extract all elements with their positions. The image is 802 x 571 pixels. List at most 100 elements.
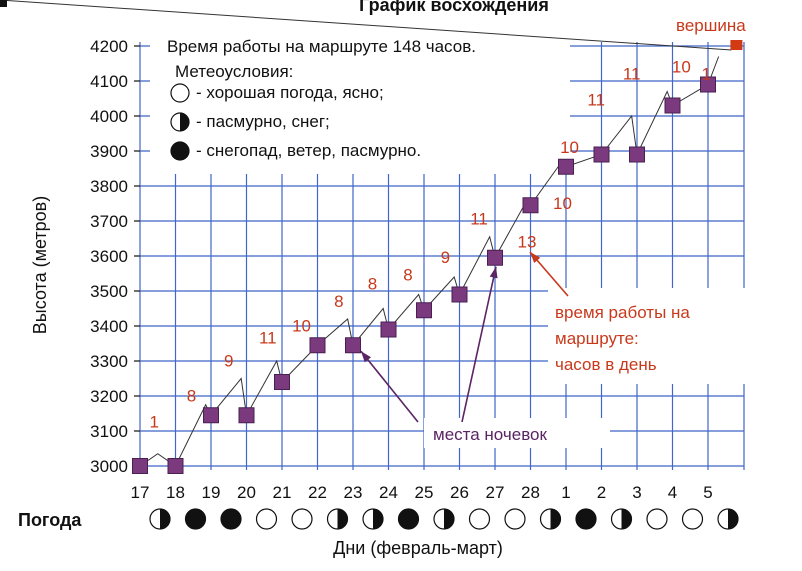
weather-symbols: [149, 508, 739, 530]
weather-day-empty: [255, 508, 278, 530]
y-axis-title: Высота (метров): [30, 196, 50, 334]
summit-label: вершина: [676, 16, 746, 35]
hours-note-line-2: маршруте:: [555, 329, 639, 348]
x-tick-label: 17: [131, 483, 150, 502]
y-tick-label: 3100: [90, 422, 128, 441]
x-tick-label: 27: [486, 483, 505, 502]
y-tick-label: 4000: [90, 107, 128, 126]
camps-arrow-2: [461, 266, 498, 423]
weather-day-half: [433, 508, 455, 530]
legend-item-label: - хорошая погода, ясно;: [196, 83, 384, 102]
hours-label: 8: [334, 292, 343, 311]
annotation-arrows: [360, 251, 569, 423]
weather-day-empty: [681, 508, 704, 530]
x-tick-label: 19: [202, 483, 221, 502]
weather-day-half: [362, 508, 384, 530]
camp-marker: [700, 76, 716, 93]
x-tick-label: 23: [344, 483, 363, 502]
hours-label: 11: [470, 210, 488, 229]
camp-marker: [522, 197, 539, 214]
camp-marker: [487, 249, 503, 266]
weather-day-empty: [291, 508, 313, 530]
intermediate-points: [0, 0, 7, 7]
camps-arrow-1: [360, 350, 419, 423]
legend-symbol-full: [170, 141, 190, 161]
y-tick-label: 3400: [90, 317, 128, 336]
y-tick-label: 3300: [90, 352, 128, 371]
weather-day-full: [575, 508, 597, 530]
legend-total-hours: Время работы на маршруте 148 часов.: [167, 37, 476, 56]
legend-background: [150, 28, 570, 174]
y-tick-label: 3500: [90, 282, 128, 301]
hours-note-background: [548, 288, 748, 384]
y-tick-label: 3900: [90, 142, 128, 161]
camp-marker: [416, 302, 432, 319]
hours-label: 11: [587, 91, 605, 110]
hours-note: время работы на маршруте: часов в день: [555, 303, 690, 374]
camp-marker: [345, 337, 361, 354]
camps-note: места ночевок: [433, 425, 547, 444]
camp-marker: [167, 458, 184, 474]
x-tick-label: 26: [450, 483, 469, 502]
x-tick-label: 18: [166, 483, 185, 502]
weather-day-half: [717, 508, 739, 530]
hours-label: 11: [623, 64, 641, 83]
weather-day-full: [184, 508, 207, 530]
weather-row-label: Погода: [18, 510, 82, 530]
camp-marker: [203, 407, 219, 424]
camp-marker: [380, 321, 397, 338]
hours-label: 10: [292, 316, 311, 335]
summit-path: [0, 0, 732, 51]
y-tick-label: 3700: [90, 212, 128, 231]
weather-day-half: [326, 508, 349, 530]
hours-label: 9: [441, 248, 450, 267]
intermediate-point: [0, 0, 7, 7]
y-tick-label: 3600: [90, 247, 128, 266]
chart-title: График восхождения: [359, 0, 549, 15]
x-tick-label: 25: [415, 483, 434, 502]
y-tick-label: 4100: [90, 72, 128, 91]
x-tick-label: 2: [597, 483, 606, 502]
summit-flag: [730, 40, 743, 50]
legend-item-label: - снегопад, ветер, пасмурно.: [196, 141, 421, 160]
camps-note-background: [424, 418, 610, 448]
x-tick-labels: 17 18 19 20 21 22 23 24 25 26 27 28 1 2 3 4 5: [131, 483, 713, 502]
camp-marker: [558, 158, 574, 175]
hours-label: 10: [553, 194, 572, 213]
hours-label: 10: [672, 57, 691, 76]
weather-legend: Время работы на маршруте 148 часов. Мете…: [167, 37, 476, 161]
weather-day-half: [539, 508, 562, 530]
camp-marker: [451, 286, 468, 303]
camp-marker: [309, 337, 326, 354]
x-tick-label: 24: [379, 483, 398, 502]
legend-symbol-empty: [170, 83, 190, 103]
camp-marker: [132, 458, 148, 474]
camp-marker: [238, 407, 255, 424]
camp-markers: [132, 76, 716, 474]
y-tick-label: 3000: [90, 457, 128, 476]
camp-marker: [629, 146, 645, 163]
weather-day-full: [220, 508, 242, 530]
legend-weather-title: Метеоусловия:: [175, 62, 293, 81]
x-tick-label: 28: [521, 483, 540, 502]
hours-label: 9: [224, 351, 233, 370]
hours-labels: 1 8 9 11 10 8 8 8 9 11 13 10 10 11 11 10 1: [149, 57, 710, 431]
y-tick-labels: 3000 3100 3200 3300 3400 3500 3600 3700 3800 3900…: [90, 37, 140, 476]
weather-day-empty: [646, 508, 668, 530]
x-tick-label: 1: [561, 483, 570, 502]
x-tick-label: 22: [308, 483, 327, 502]
hours-note-line-1: время работы на: [555, 303, 690, 322]
weather-day-half: [610, 508, 633, 530]
weather-day-full: [397, 508, 420, 530]
y-tick-label: 4200: [90, 37, 128, 56]
hours-label: 8: [403, 266, 412, 285]
y-tick-label: 3800: [90, 177, 128, 196]
x-tick-label: 4: [668, 483, 677, 502]
hours-note-line-3: часов в день: [555, 355, 657, 374]
x-tick-label: 5: [703, 483, 712, 502]
y-tick-label: 3200: [90, 387, 128, 406]
camp-marker: [664, 97, 681, 114]
x-tick-label: 3: [632, 483, 641, 502]
hours-label: 11: [259, 329, 277, 348]
